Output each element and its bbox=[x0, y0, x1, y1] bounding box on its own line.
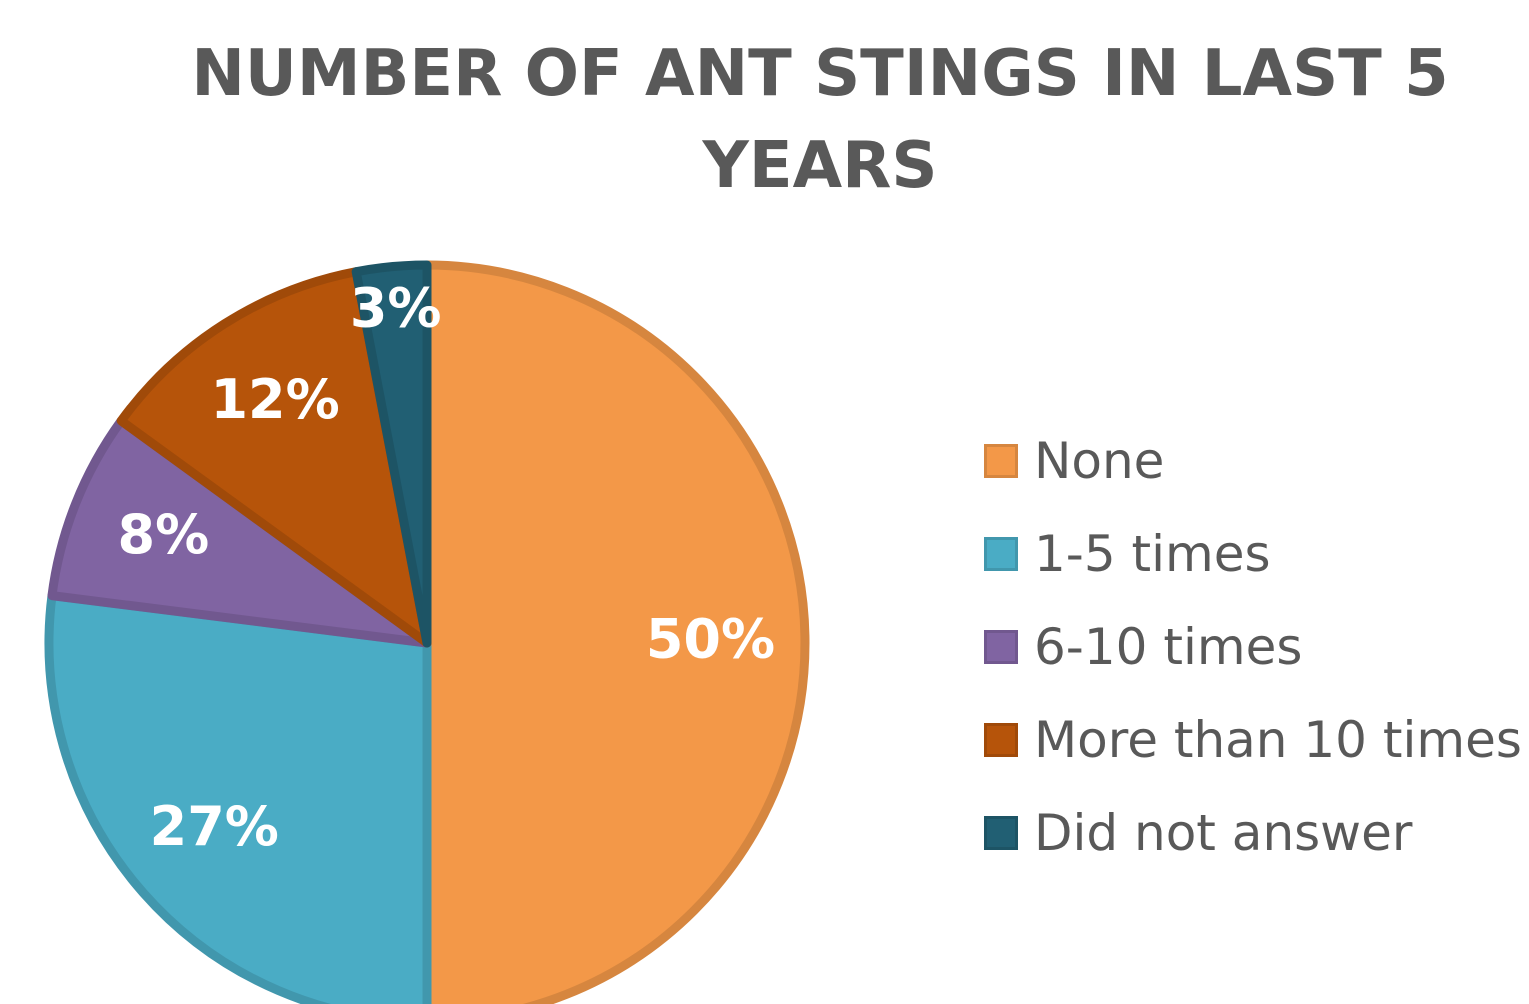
pie-data-labels: 50% 27% 8% 12%3% bbox=[118, 276, 776, 858]
legend-label: Did not answer bbox=[1034, 803, 1413, 862]
pie-slice-1-5-times bbox=[44, 591, 432, 1004]
legend-item-6-10-times: 6-10 times bbox=[984, 600, 1522, 693]
legend-item-none: None bbox=[984, 414, 1522, 507]
pie-slice-more-than-10-times bbox=[116, 267, 432, 648]
legend-item-did-not-answer: Did not answer bbox=[984, 786, 1522, 879]
legend-swatch bbox=[984, 815, 1018, 850]
legend-item-more-than-10-times: More than 10 times bbox=[984, 693, 1522, 786]
pie-slice-none bbox=[422, 260, 810, 1004]
data-label-more-than-10-times: 12% bbox=[210, 368, 339, 431]
chart-title: NUMBER OF ANT STINGS IN LAST 5 YEARS bbox=[191, 37, 1449, 203]
legend-swatch bbox=[984, 722, 1018, 757]
data-label-1-5-times: 27% bbox=[150, 795, 279, 858]
pie-slice-did-not-answer bbox=[351, 260, 432, 648]
legend-swatch bbox=[984, 536, 1018, 571]
legend-label: 6-10 times bbox=[1034, 617, 1303, 676]
data-label-none: 50% bbox=[646, 608, 775, 671]
data-label-did-not-answer: 3% bbox=[350, 276, 442, 339]
legend-label: 1-5 times bbox=[1034, 524, 1271, 583]
pie-slices bbox=[44, 260, 810, 1004]
legend-label: None bbox=[1034, 431, 1165, 490]
data-label-6-10-times: 8% bbox=[118, 503, 210, 566]
legend-swatch bbox=[984, 443, 1018, 478]
legend-item-1-5-times: 1-5 times bbox=[984, 507, 1522, 600]
pie-slice-6-10-times bbox=[47, 416, 432, 648]
legend: None 1-5 times 6-10 times More than 10 time… bbox=[984, 414, 1522, 879]
legend-swatch bbox=[984, 629, 1018, 664]
legend-label: More than 10 times bbox=[1034, 710, 1522, 769]
